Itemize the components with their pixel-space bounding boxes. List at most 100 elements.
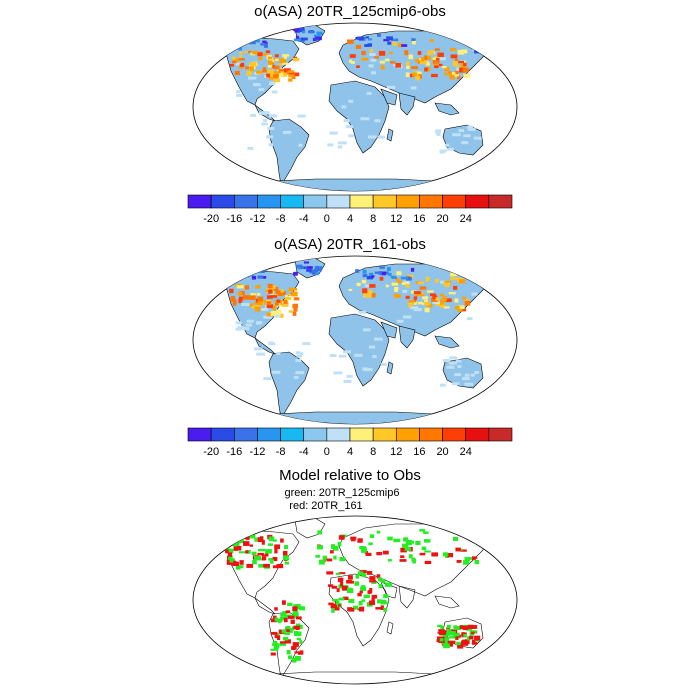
colorbar-tick-label: 16 — [413, 213, 425, 225]
field-cell — [273, 314, 283, 318]
comparison-cell — [268, 536, 275, 542]
field-cell — [236, 93, 243, 97]
comparison-cell — [464, 639, 470, 645]
comparison-cell — [243, 541, 250, 546]
field-cell — [267, 60, 273, 65]
coastline-region — [268, 611, 310, 679]
field-cell — [446, 365, 455, 369]
field-cell — [432, 295, 437, 300]
field-cell — [250, 113, 257, 117]
field-cell — [432, 60, 440, 64]
field-cell — [258, 88, 265, 92]
field-cell — [301, 37, 308, 41]
comparison-cell — [293, 613, 299, 618]
field-cell — [417, 301, 423, 305]
field-cell — [298, 27, 305, 31]
field-cell — [236, 90, 241, 94]
field-cell — [271, 295, 278, 298]
field-cell — [435, 278, 439, 283]
colorbar-tick-label: 8 — [370, 213, 376, 225]
field-cell — [244, 285, 249, 290]
comparison-cell — [232, 561, 239, 567]
coastline-region — [398, 585, 416, 609]
comparison-cell — [287, 602, 293, 607]
comparison-cell — [270, 652, 276, 656]
field-cell — [401, 282, 409, 285]
field-cell — [449, 47, 457, 52]
field-cell — [387, 273, 392, 276]
field-cell — [263, 377, 272, 381]
field-cell — [249, 61, 257, 67]
field-cell — [338, 141, 347, 145]
field-cell — [454, 70, 459, 76]
field-cell — [283, 300, 288, 304]
field-cell — [371, 292, 376, 298]
comparison-cell — [284, 632, 290, 635]
field-cell — [288, 78, 293, 82]
field-cell — [427, 55, 431, 61]
comparison-cell — [455, 547, 461, 552]
comparison-cell — [282, 636, 289, 641]
field-cell — [471, 292, 478, 296]
comparison-cell — [288, 655, 293, 660]
field-cell — [246, 70, 252, 76]
comparison-cell — [317, 545, 324, 550]
field-cell — [413, 308, 422, 312]
colorbar-tick-label: 20 — [436, 446, 448, 458]
field-cell — [481, 281, 488, 285]
comparison-cell — [330, 603, 338, 609]
field-cell — [235, 35, 241, 39]
comparison-cell — [447, 552, 454, 558]
comparison-cell — [295, 631, 302, 637]
comparison-cell — [252, 560, 257, 565]
field-cell — [303, 261, 310, 264]
field-cell — [349, 54, 356, 58]
field-cell — [261, 111, 270, 115]
field-cell — [485, 283, 491, 288]
comparison-cell — [347, 575, 353, 580]
comparison-cell — [270, 618, 278, 623]
comparison-cell — [437, 624, 443, 628]
field-cell — [425, 276, 430, 282]
field-cell — [270, 289, 275, 294]
field-cell — [369, 284, 376, 288]
field-cell — [370, 58, 377, 62]
field-cell — [266, 301, 272, 306]
field-cell — [314, 271, 319, 276]
comparison-cell — [228, 556, 233, 561]
field-cell — [239, 37, 246, 42]
field-cell — [274, 294, 281, 297]
field-cell — [274, 54, 279, 58]
field-cell — [287, 70, 295, 73]
comparison-cell — [279, 616, 287, 621]
comparison-cell — [283, 617, 288, 623]
field-cell — [345, 125, 354, 129]
land-region — [386, 128, 394, 142]
field-cell — [282, 291, 287, 295]
field-cell — [454, 305, 460, 310]
comparison-cell — [335, 601, 340, 606]
comparison-cell — [354, 581, 359, 586]
field-cell — [343, 350, 352, 354]
comparison-cell — [419, 552, 426, 556]
comparison-cell — [436, 636, 444, 640]
field-cell — [396, 271, 402, 276]
comparison-cell — [424, 550, 431, 553]
field-cell — [442, 296, 447, 302]
field-cell — [262, 53, 269, 56]
comparison-cell — [331, 585, 338, 589]
field-cell — [460, 49, 468, 54]
colorbar-tick-label: 4 — [347, 446, 353, 458]
comparison-cell — [226, 560, 231, 565]
field-cell — [262, 69, 267, 73]
comparison-cell — [440, 626, 444, 630]
field-cell — [403, 315, 412, 319]
comparison-cell — [228, 552, 232, 557]
field-cell — [298, 143, 303, 147]
field-cell — [479, 281, 486, 284]
field-cell — [466, 125, 473, 129]
colorbar-swatch — [303, 427, 328, 442]
comparison-cell — [346, 579, 352, 584]
field-cell — [275, 303, 283, 307]
comparison-cell — [239, 565, 244, 569]
